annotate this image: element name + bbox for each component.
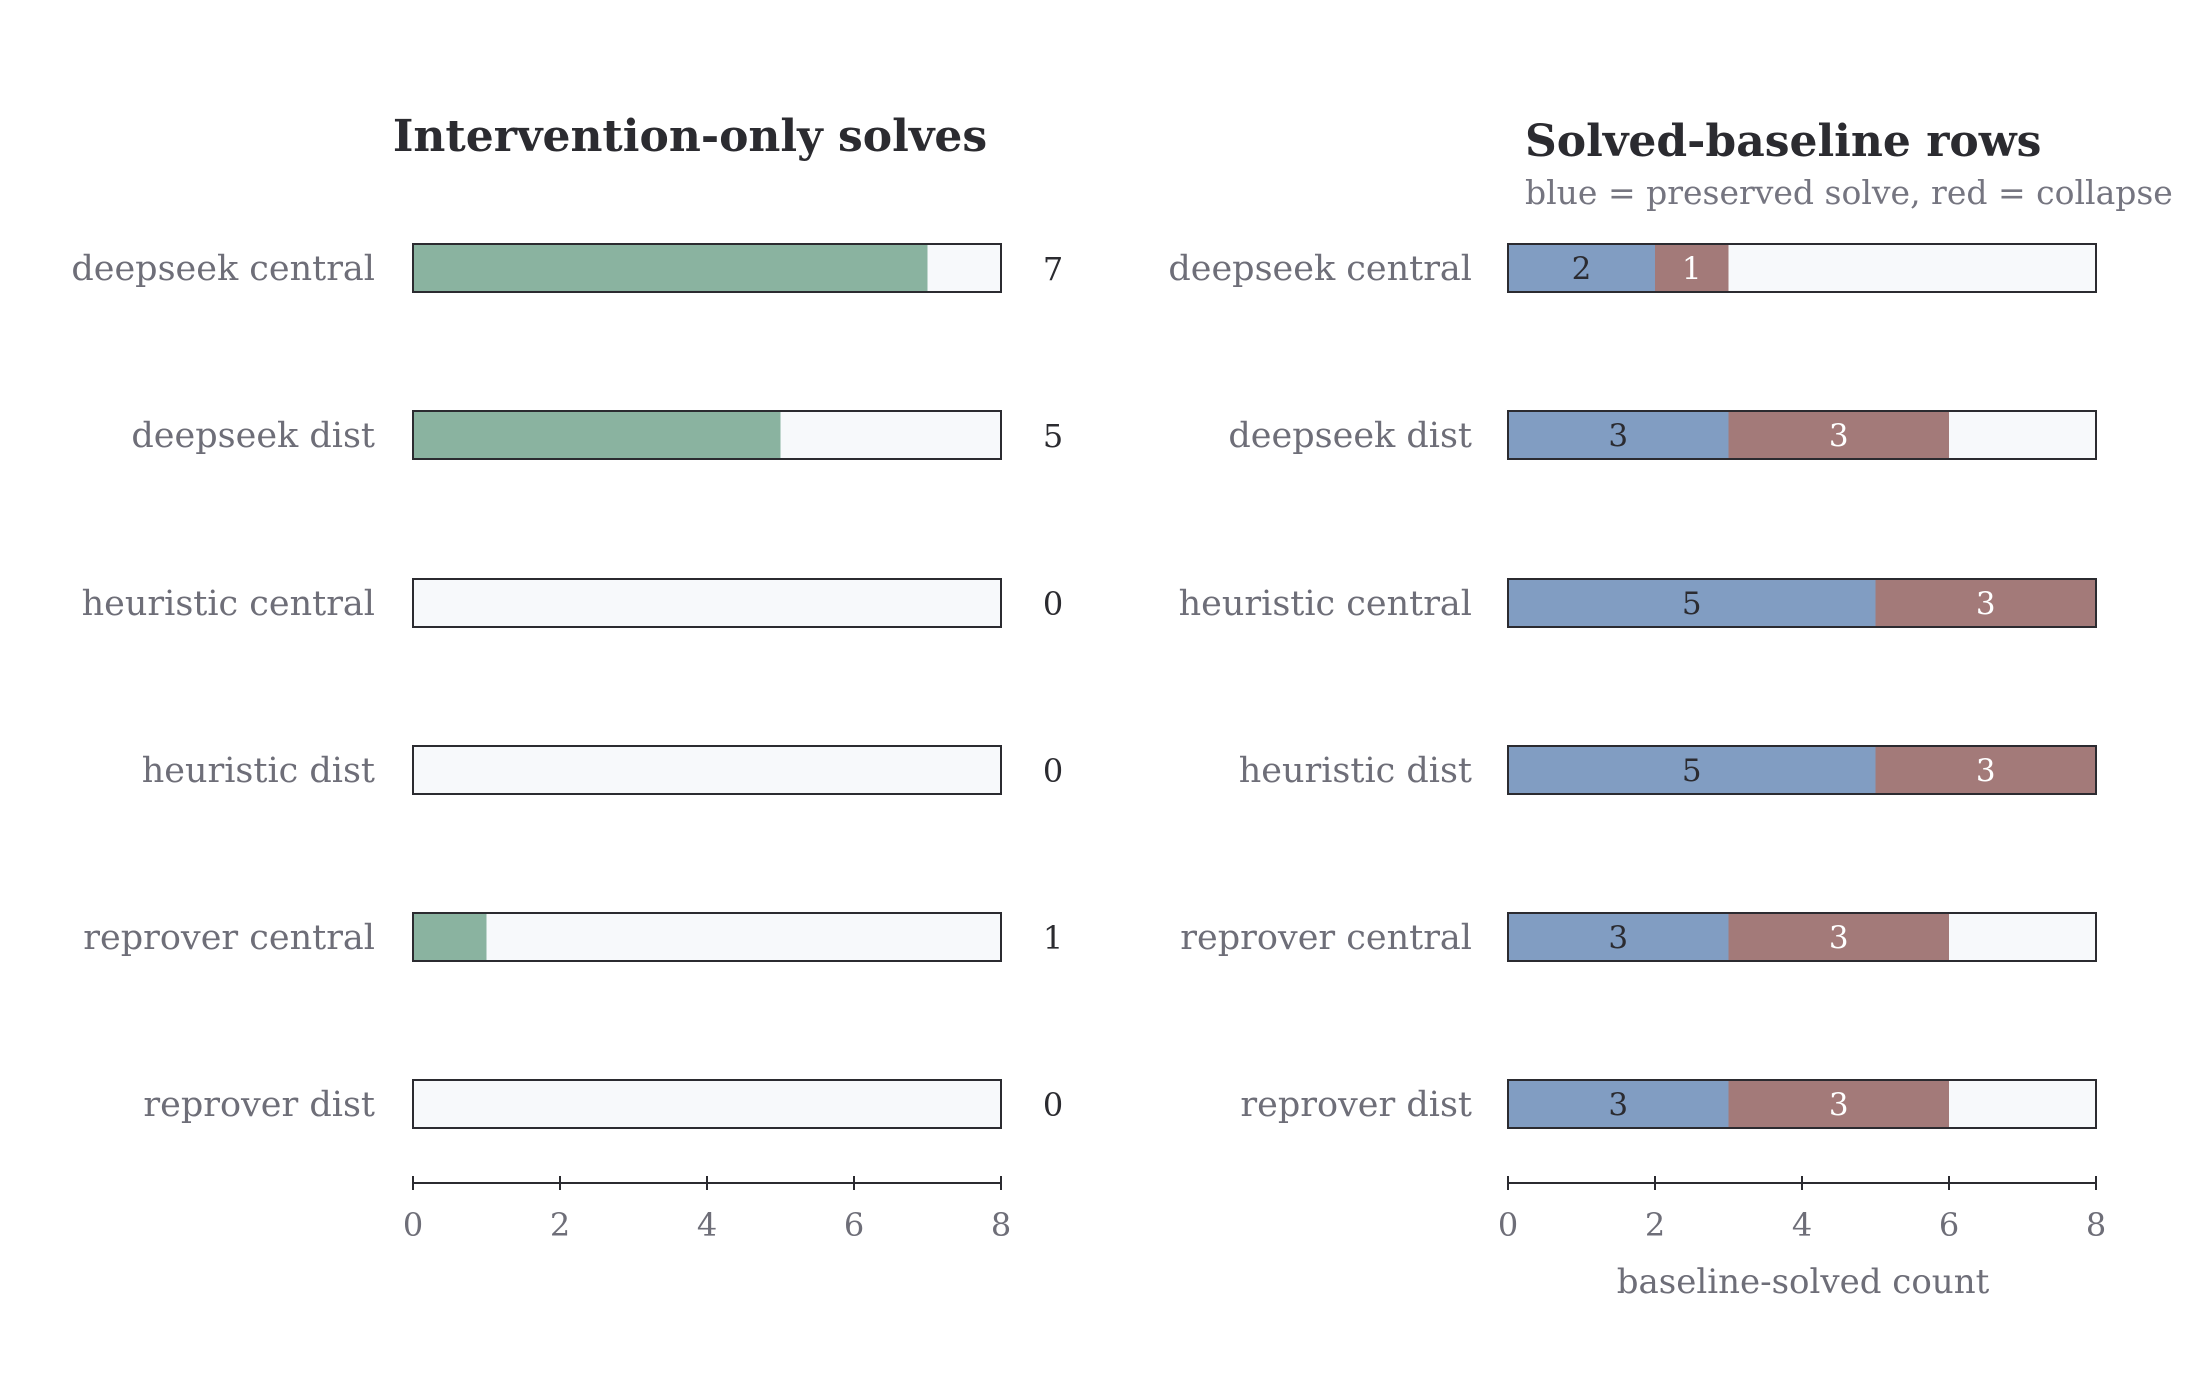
bar-segment (1508, 1080, 1729, 1128)
bar-frame (412, 243, 1002, 293)
category-label: heuristic central (82, 584, 375, 624)
panel-2-title: Solved-baseline rows (1525, 116, 2041, 167)
bar-value-label: 7 (1043, 250, 1063, 288)
bar-value-label: 1 (1043, 919, 1063, 957)
bar-frame (412, 1079, 1002, 1129)
x-tick-label: 8 (991, 1206, 1011, 1244)
panel-2-bars: deepseek central 2 1 deepseek dist 3 3 heurist… (1168, 243, 2097, 1129)
segment-value-label: 3 (1608, 418, 1628, 454)
bar-segment (1875, 746, 2096, 794)
bar-segment (413, 244, 928, 292)
x-tick-label: 0 (403, 1206, 423, 1244)
segment-value-label: 3 (1608, 920, 1628, 956)
bar-segment (1508, 913, 1729, 961)
bar-value-label: 5 (1043, 417, 1063, 455)
bar-segment (1875, 579, 2096, 627)
bar-frame (1507, 745, 2097, 795)
segment-value-label: 3 (1976, 586, 1996, 622)
panel-1-bars: deepseek central 7 deepseek dist 5 heuristic… (71, 243, 1063, 1129)
x-tick-label: 4 (697, 1206, 717, 1244)
category-label: reprover dist (1240, 1085, 1472, 1125)
bar-track (413, 1080, 1001, 1128)
category-label: deepseek dist (1228, 416, 1472, 456)
segment-value-label: 3 (1829, 920, 1849, 956)
bar-segment (1508, 579, 1876, 627)
category-label: deepseek central (1168, 249, 1472, 289)
segment-value-label: 2 (1572, 251, 1592, 287)
segment-value-label: 3 (1829, 418, 1849, 454)
panel-2-x-axis-label: baseline-solved count (1617, 1262, 1990, 1302)
bar-frame (412, 912, 1002, 962)
panel-1-title: Intervention-only solves (393, 111, 987, 162)
category-label: heuristic dist (142, 751, 375, 791)
bar-segment (1728, 913, 1949, 961)
x-tick-label: 6 (844, 1206, 864, 1244)
panel-2-x-axis: 0 2 4 6 8 (1498, 1176, 2106, 1244)
x-tick-label: 2 (550, 1206, 570, 1244)
bar-value-label: 0 (1043, 1086, 1063, 1124)
bar-segment (413, 913, 487, 961)
panel-solved-baseline: Solved-baseline rows blue = preserved so… (1168, 116, 2173, 1302)
category-label: deepseek central (71, 249, 375, 289)
bar-frame (412, 745, 1002, 795)
segment-value-label: 3 (1829, 1087, 1849, 1123)
bar-segment (1508, 244, 1655, 292)
bar-frame (1507, 1079, 2097, 1129)
bar-frame (412, 410, 1002, 460)
bar-frame (1507, 410, 2097, 460)
x-tick-label: 4 (1792, 1206, 1812, 1244)
segment-value-label: 3 (1608, 1087, 1628, 1123)
bar-track (413, 913, 1001, 961)
segment-value-label: 5 (1682, 753, 1702, 789)
x-tick-label: 2 (1645, 1206, 1665, 1244)
category-label: heuristic central (1179, 584, 1472, 624)
category-label: deepseek dist (131, 416, 375, 456)
bar-segment (1508, 411, 1729, 459)
x-tick-label: 8 (2086, 1206, 2106, 1244)
panel-intervention-only: Intervention-only solves deepseek centra… (71, 111, 1063, 1244)
bar-segment (1728, 1080, 1949, 1128)
bar-frame (1507, 578, 2097, 628)
category-label: reprover central (83, 918, 375, 958)
bar-segment (1508, 746, 1876, 794)
bar-value-label: 0 (1043, 752, 1063, 790)
x-tick-label: 0 (1498, 1206, 1518, 1244)
segment-value-label: 1 (1682, 251, 1702, 287)
bar-frame (412, 578, 1002, 628)
category-label: reprover central (1180, 918, 1472, 958)
bar-value-label: 0 (1043, 585, 1063, 623)
bar-segment (1728, 411, 1949, 459)
bar-segment (1655, 244, 1729, 292)
bar-frame (1507, 243, 2097, 293)
panel-2-subtitle: blue = preserved solve, red = collapse (1525, 173, 2173, 212)
panel-1-x-axis: 0 2 4 6 8 (403, 1176, 1011, 1244)
bar-segment (413, 411, 781, 459)
category-label: heuristic dist (1239, 751, 1472, 791)
x-tick-label: 6 (1939, 1206, 1959, 1244)
bar-track (413, 579, 1001, 627)
segment-value-label: 5 (1682, 586, 1702, 622)
bar-track (413, 746, 1001, 794)
bar-frame (1507, 912, 2097, 962)
segment-value-label: 3 (1976, 753, 1996, 789)
category-label: reprover dist (143, 1085, 375, 1125)
